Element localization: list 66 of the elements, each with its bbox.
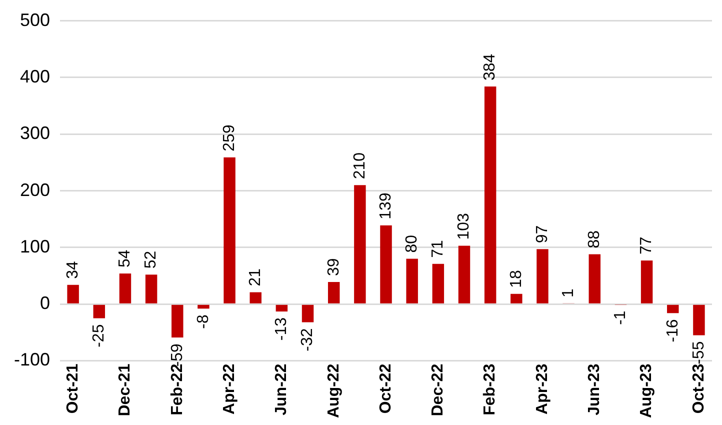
- x-tick-label: Feb-23: [482, 364, 499, 416]
- data-label: 54: [116, 250, 134, 268]
- bar: [145, 274, 158, 304]
- x-tick-label: Oct-21: [64, 364, 82, 414]
- data-label: 18: [508, 270, 525, 288]
- data-label: -8: [194, 314, 212, 329]
- data-label: 77: [638, 236, 656, 254]
- y-tick-label: 500: [20, 10, 50, 30]
- x-tick-label: Dec-21: [116, 364, 134, 416]
- data-label: 210: [351, 152, 368, 180]
- x-tick-label: Apr-23: [534, 364, 551, 414]
- bar: [67, 284, 79, 304]
- bar: [484, 86, 496, 304]
- x-tick-label: Aug-23: [638, 364, 656, 418]
- data-label: 97: [534, 225, 551, 244]
- bar: [224, 157, 236, 304]
- x-tick-label: Jun-23: [586, 364, 604, 416]
- bar: [536, 249, 548, 304]
- bar: [328, 282, 340, 304]
- bar: [667, 304, 679, 314]
- bar: [250, 292, 262, 304]
- bar: [432, 264, 444, 304]
- data-label: 71: [430, 240, 447, 258]
- data-label: 139: [377, 192, 394, 220]
- x-tick-label: Oct-22: [377, 364, 394, 414]
- data-label: 103: [456, 212, 473, 240]
- x-tick-label: Jun-22: [273, 364, 290, 416]
- y-tick-label: -100: [14, 350, 50, 370]
- bar: [172, 304, 184, 338]
- y-tick-label: 300: [20, 123, 50, 144]
- y-tick-label: 200: [20, 180, 50, 200]
- bar: [93, 304, 106, 318]
- x-tick-label: Apr-22: [220, 364, 238, 414]
- data-label: 384: [482, 54, 499, 81]
- data-label: -1: [612, 310, 630, 325]
- bar: [302, 304, 314, 322]
- bar: [458, 246, 470, 304]
- data-label: 39: [325, 258, 342, 276]
- data-label: -16: [664, 319, 682, 342]
- x-tick-label: Aug-22: [325, 364, 342, 418]
- y-tick-label: 100: [20, 236, 50, 256]
- bar: [693, 304, 705, 336]
- x-tick-label: Oct-23: [690, 364, 708, 414]
- bar: [119, 274, 132, 304]
- bar: [588, 254, 601, 304]
- x-tick-label: Dec-22: [430, 364, 447, 416]
- y-tick-label: 400: [20, 66, 50, 86]
- data-label: 52: [142, 250, 160, 269]
- bar: [198, 304, 210, 309]
- bar: [510, 294, 522, 304]
- data-label: -55: [690, 341, 708, 364]
- bar: [380, 225, 392, 304]
- data-label: -25: [90, 324, 108, 348]
- data-label: 80: [404, 234, 420, 253]
- bar: [276, 304, 288, 312]
- data-label: 1: [560, 288, 577, 298]
- data-label: 21: [247, 268, 264, 286]
- bar: [406, 258, 418, 304]
- data-label: -13: [273, 317, 290, 341]
- y-tick-label: 0: [40, 293, 50, 314]
- data-label: -32: [299, 328, 316, 352]
- bar: [640, 260, 653, 304]
- data-label: 34: [64, 260, 82, 279]
- data-label: 259: [220, 124, 238, 152]
- bar: [354, 185, 366, 304]
- data-label: 88: [586, 230, 604, 248]
